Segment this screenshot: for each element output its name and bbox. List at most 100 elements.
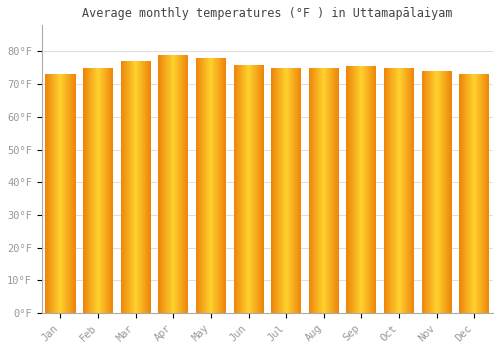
Bar	[469, 74, 470, 313]
Bar	[484, 74, 485, 313]
Bar	[64, 74, 65, 313]
Bar	[283, 68, 284, 313]
Bar	[309, 68, 310, 313]
Bar	[393, 68, 394, 313]
Bar	[161, 55, 162, 313]
Bar	[351, 66, 352, 313]
Bar	[293, 68, 294, 313]
Bar	[355, 66, 356, 313]
Bar	[353, 66, 354, 313]
Bar	[83, 68, 84, 313]
Bar	[111, 68, 112, 313]
Bar	[175, 55, 176, 313]
Bar	[467, 74, 468, 313]
Bar	[434, 71, 435, 313]
Bar	[439, 71, 440, 313]
Bar	[137, 61, 138, 313]
Bar	[277, 68, 278, 313]
Bar	[70, 74, 71, 313]
Bar	[271, 68, 272, 313]
Bar	[242, 64, 243, 313]
Bar	[365, 66, 366, 313]
Bar	[256, 64, 257, 313]
Bar	[296, 68, 297, 313]
Bar	[451, 71, 452, 313]
Bar	[442, 71, 443, 313]
Bar	[314, 68, 315, 313]
Bar	[121, 61, 122, 313]
Bar	[131, 61, 132, 313]
Bar	[93, 68, 94, 313]
Bar	[424, 71, 425, 313]
Bar	[274, 68, 275, 313]
Bar	[234, 64, 235, 313]
Bar	[485, 74, 486, 313]
Bar	[360, 66, 361, 313]
Bar	[443, 71, 444, 313]
Bar	[222, 58, 223, 313]
Bar	[196, 58, 197, 313]
Bar	[488, 74, 489, 313]
Bar	[48, 74, 49, 313]
Bar	[89, 68, 90, 313]
Bar	[122, 61, 123, 313]
Bar	[438, 71, 439, 313]
Bar	[366, 66, 367, 313]
Bar	[258, 64, 259, 313]
Bar	[212, 58, 213, 313]
Bar	[148, 61, 149, 313]
Bar	[205, 58, 206, 313]
Bar	[167, 55, 168, 313]
Bar	[468, 74, 469, 313]
Bar	[99, 68, 100, 313]
Bar	[276, 68, 277, 313]
Bar	[330, 68, 331, 313]
Bar	[218, 58, 219, 313]
Bar	[202, 58, 203, 313]
Bar	[181, 55, 182, 313]
Bar	[47, 74, 48, 313]
Bar	[449, 71, 450, 313]
Bar	[300, 68, 301, 313]
Bar	[247, 64, 248, 313]
Bar	[273, 68, 274, 313]
Bar	[464, 74, 465, 313]
Bar	[252, 64, 253, 313]
Bar	[91, 68, 92, 313]
Bar	[253, 64, 254, 313]
Bar	[287, 68, 288, 313]
Bar	[144, 61, 145, 313]
Bar	[333, 68, 334, 313]
Bar	[96, 68, 97, 313]
Bar	[182, 55, 183, 313]
Bar	[284, 68, 285, 313]
Bar	[448, 71, 449, 313]
Bar	[426, 71, 427, 313]
Bar	[130, 61, 131, 313]
Bar	[425, 71, 426, 313]
Bar	[363, 66, 364, 313]
Bar	[179, 55, 180, 313]
Bar	[405, 68, 406, 313]
Bar	[472, 74, 473, 313]
Bar	[178, 55, 179, 313]
Bar	[249, 64, 250, 313]
Bar	[396, 68, 397, 313]
Bar	[126, 61, 127, 313]
Bar	[397, 68, 398, 313]
Bar	[211, 58, 212, 313]
Bar	[52, 74, 53, 313]
Bar	[329, 68, 330, 313]
Bar	[399, 68, 400, 313]
Bar	[462, 74, 463, 313]
Bar	[53, 74, 54, 313]
Bar	[108, 68, 109, 313]
Bar	[357, 66, 358, 313]
Bar	[395, 68, 396, 313]
Bar	[103, 68, 104, 313]
Bar	[215, 58, 216, 313]
Bar	[290, 68, 291, 313]
Bar	[60, 74, 61, 313]
Bar	[208, 58, 209, 313]
Bar	[423, 71, 424, 313]
